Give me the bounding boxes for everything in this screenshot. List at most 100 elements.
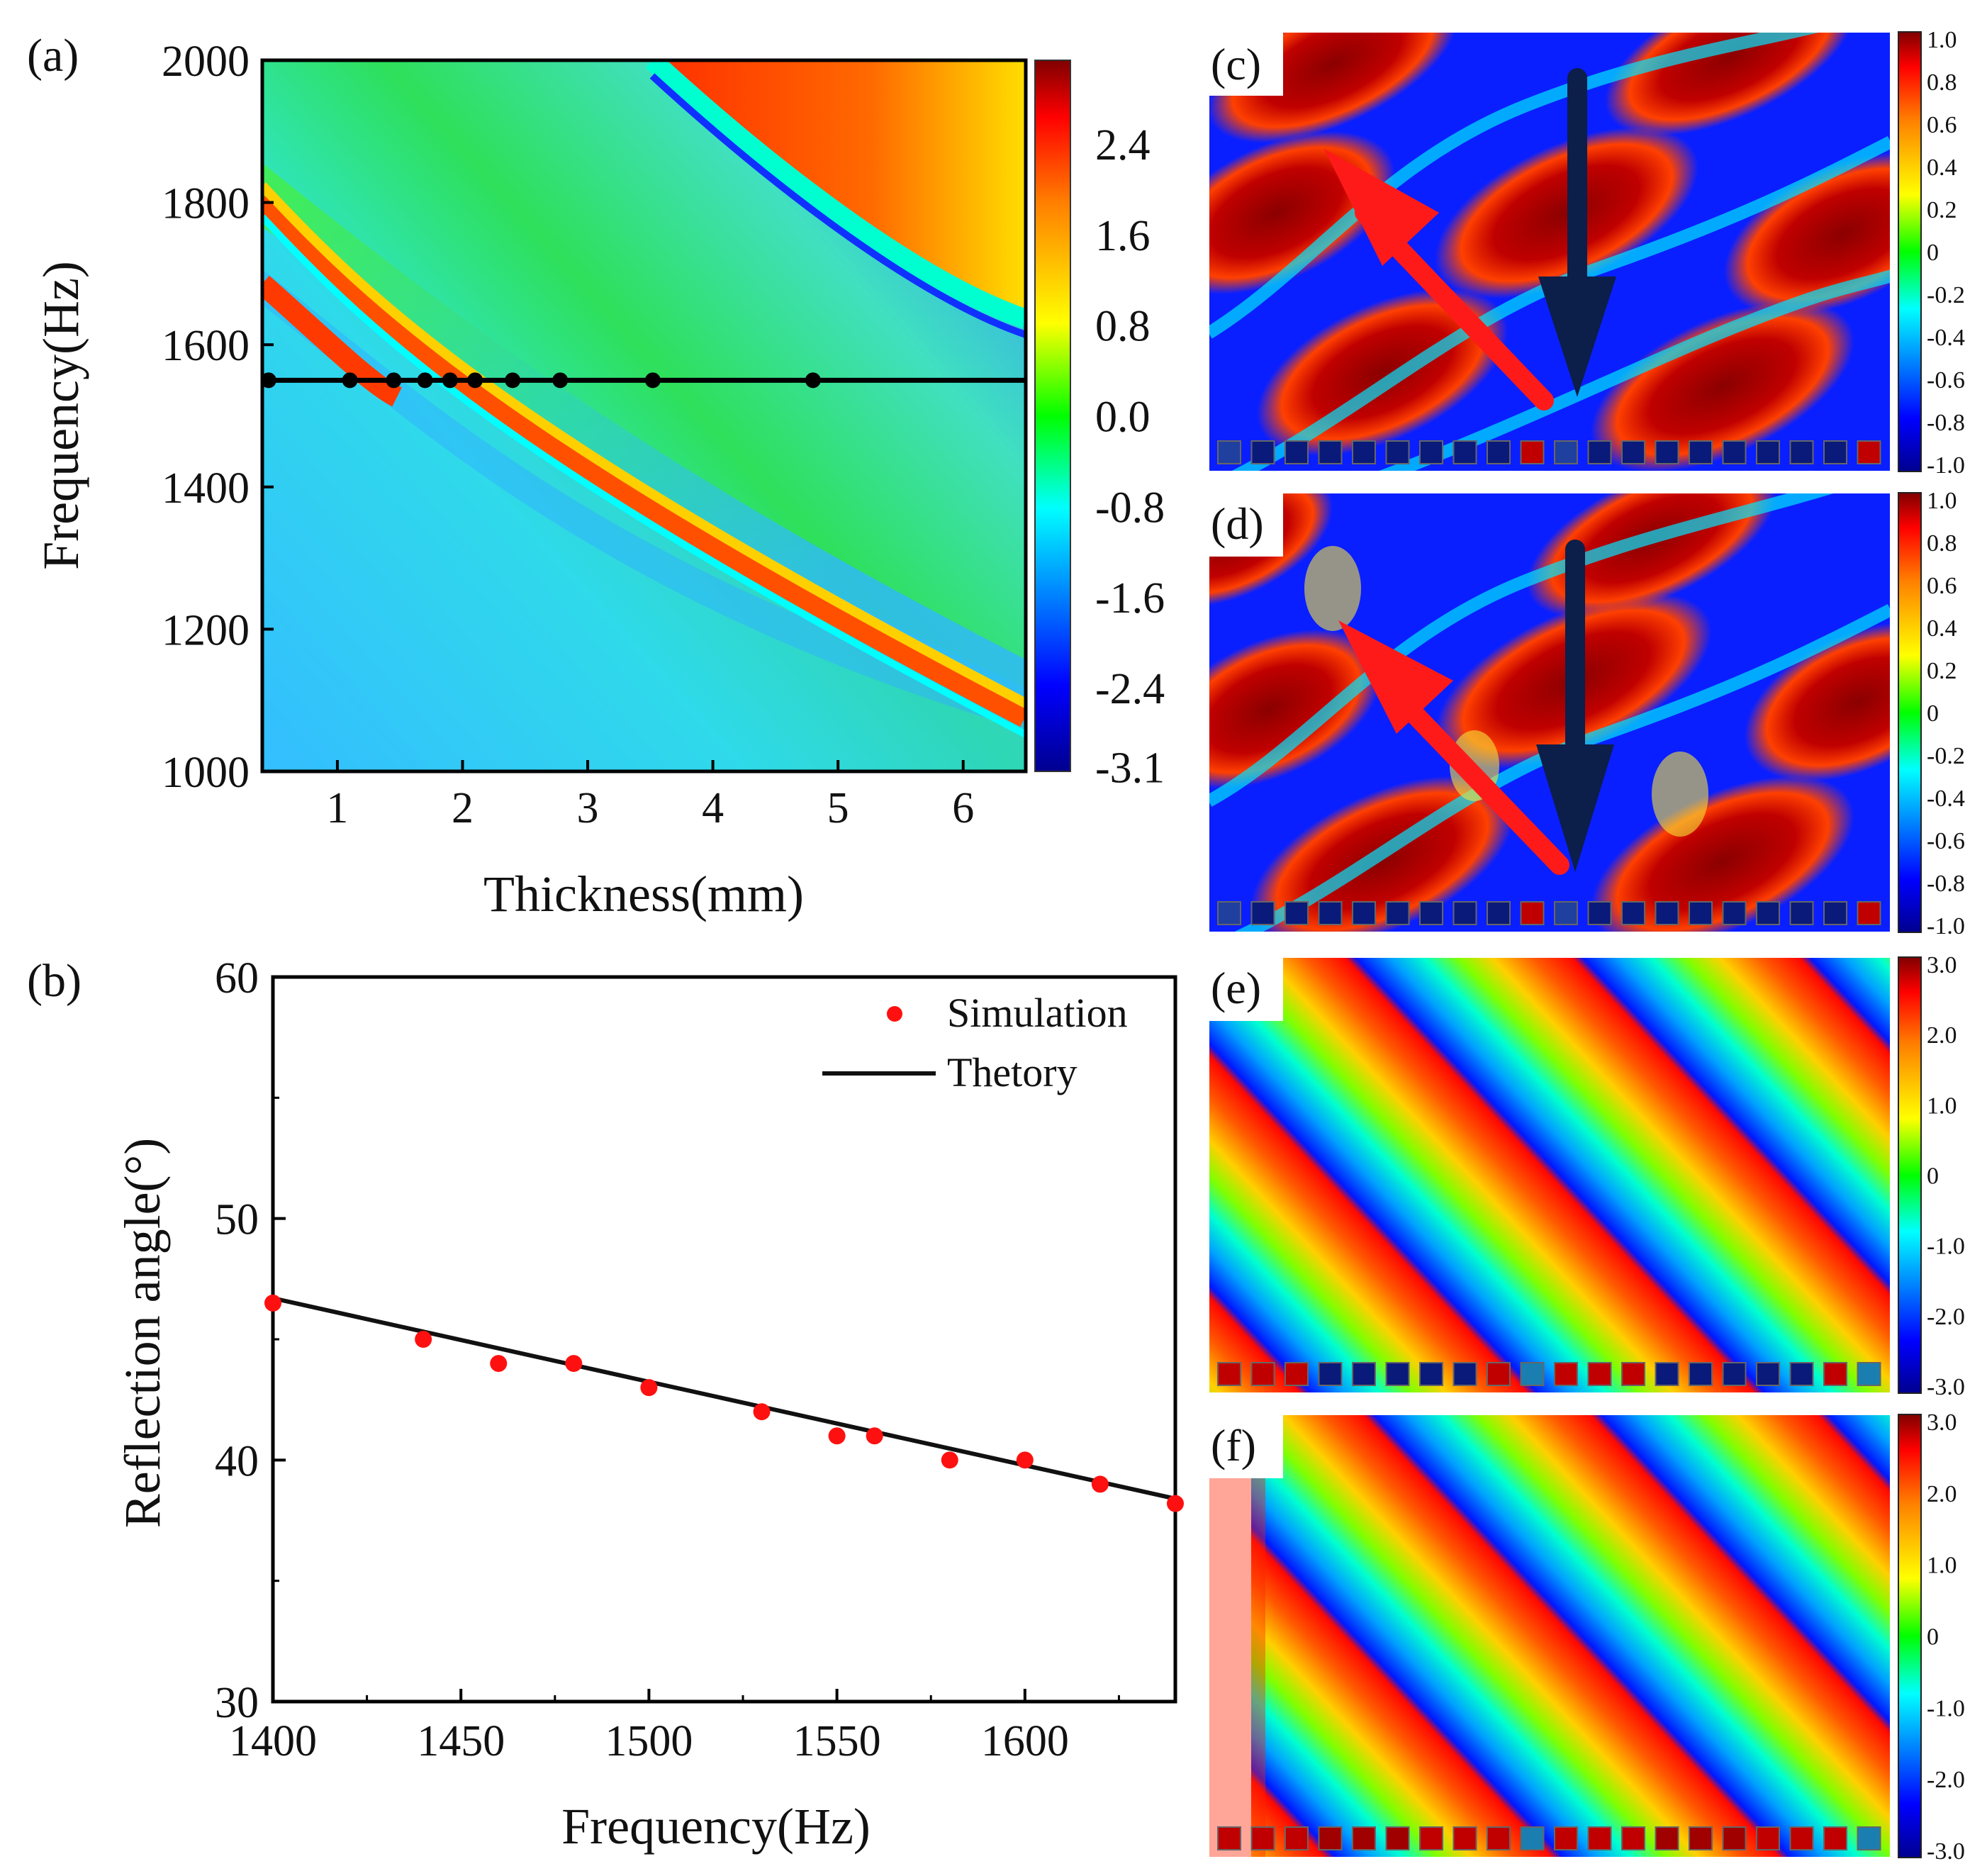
y-tick-label: 60	[215, 954, 259, 1003]
incident-wave-arrowhead	[1538, 277, 1616, 397]
colorbar-tick-label: -0.8	[1095, 484, 1165, 532]
unit-cell	[1453, 440, 1477, 464]
panel-f-colorbar-ticks: 3.0 2.0 1.0 0 -1.0 -2.0 -3.0	[1927, 1409, 1965, 1865]
unit-cell	[1823, 440, 1847, 464]
unit-cell	[1789, 1362, 1814, 1386]
colorbar-tick-label: -0.4	[1927, 325, 1965, 351]
x-tick-label: 1550	[793, 1717, 881, 1765]
panel-d-unit-cells	[1217, 901, 1881, 925]
x-tick-label: 3	[577, 784, 599, 832]
unit-cell	[1554, 901, 1578, 925]
unit-cell	[1453, 1826, 1477, 1850]
panel-d-colorbar-ticks: 1.0 0.8 0.6 0.4 0.2 0 -0.2 -0.4 -0.6 -0.8 -1.0	[1927, 488, 1965, 939]
simulation-point	[1167, 1495, 1184, 1512]
unit-cell	[1385, 1826, 1410, 1850]
design-point	[417, 372, 433, 389]
unit-cell	[1587, 901, 1612, 925]
unit-cell	[1385, 440, 1410, 464]
colorbar-tick-label: 0	[1927, 240, 1939, 266]
unit-cell	[1587, 1826, 1612, 1850]
unit-cell	[1756, 901, 1780, 925]
colorbar-tick-label: 0.4	[1927, 155, 1957, 181]
panel-d-arrows	[1338, 540, 1614, 875]
colorbar-tick-label: -3.0	[1927, 1838, 1965, 1865]
simulation-point	[264, 1294, 281, 1312]
panel-b-marks	[264, 1294, 1184, 1512]
colorbar-tick-label: -1.0	[1927, 913, 1965, 939]
design-point	[467, 372, 483, 389]
panel-a-heatmap	[262, 60, 1026, 771]
unit-cell	[1487, 1826, 1511, 1850]
unit-cell	[1419, 901, 1443, 925]
design-point	[386, 372, 402, 389]
unit-cell	[1621, 1826, 1645, 1850]
panel-d-label: (d)	[1211, 498, 1264, 549]
colorbar-tick-label: -2.4	[1095, 665, 1165, 713]
colorbar-tick-label: 0.0	[1095, 393, 1151, 442]
unit-cell	[1318, 1362, 1343, 1386]
simulation-point	[565, 1355, 583, 1373]
unit-cell	[1689, 440, 1713, 464]
simulation-point	[1016, 1451, 1034, 1469]
panel-e-colorbar-ticks: 3.0 2.0 1.0 0 -1.0 -2.0 -3.0	[1927, 952, 1965, 1400]
panel-d-colorbar	[1898, 492, 1922, 933]
x-tick-label: 6	[952, 784, 974, 832]
unit-cell	[1655, 1826, 1679, 1850]
colorbar-tick-label: -0.2	[1927, 282, 1965, 308]
unit-cell	[1520, 440, 1545, 464]
colorbar-tick-label: 0.8	[1095, 303, 1151, 351]
unit-cell	[1520, 1362, 1545, 1386]
colorbar-tick-label: 3.0	[1927, 952, 1957, 978]
legend-marker-simulation	[887, 1006, 902, 1022]
colorbar-tick-label: 0.6	[1927, 112, 1957, 138]
design-point	[552, 372, 569, 389]
colorbar-tick-label: 2.4	[1095, 121, 1151, 169]
unit-cell	[1453, 1362, 1477, 1386]
panel-c-field	[1209, 32, 1891, 471]
legend-label-theory: Thetory	[947, 1049, 1078, 1095]
panel-b-xlabel: Frequency(Hz)	[561, 1798, 871, 1855]
unit-cell	[1554, 1826, 1578, 1850]
colorbar-tick-label: 1.0	[1927, 1553, 1957, 1579]
unit-cell	[1722, 440, 1747, 464]
panel-a: (a) 2.41.60.80.0-0.8-1.6-2.4-3.1 1 2 3 4 5 61…	[27, 30, 1165, 922]
unit-cell	[1250, 1362, 1275, 1386]
y-tick-label: 40	[215, 1437, 259, 1485]
unit-cell	[1857, 1362, 1881, 1386]
x-tick-label: 1	[326, 784, 348, 832]
unit-cell	[1655, 440, 1679, 464]
unit-cell	[1318, 440, 1343, 464]
colorbar-tick-label: 0	[1927, 700, 1939, 727]
panel-a-frame	[260, 58, 1028, 774]
unit-cell	[1284, 440, 1309, 464]
unit-cell	[1689, 1362, 1713, 1386]
y-tick-label: 1200	[162, 606, 250, 654]
unit-cell	[1857, 440, 1881, 464]
colorbar-tick-label: 0.2	[1927, 197, 1957, 223]
unit-cell	[1284, 901, 1309, 925]
panel-c-arrows	[1324, 68, 1616, 411]
y-tick-label: 30	[215, 1679, 259, 1727]
unit-cell	[1318, 1826, 1343, 1850]
panel-b-label: (b)	[27, 955, 82, 1007]
unit-cell	[1655, 901, 1679, 925]
reflected-wave-arrowhead	[1338, 620, 1453, 734]
panel-c-colorbar	[1898, 31, 1922, 472]
x-tick-label: 1500	[605, 1717, 693, 1765]
colorbar-tick-label: -0.8	[1927, 410, 1965, 436]
simulation-point	[1091, 1475, 1109, 1493]
design-point	[442, 372, 458, 389]
simulation-point	[490, 1355, 508, 1373]
unit-cell	[1756, 1826, 1780, 1850]
panel-b-ylabel: Reflection angle(°)	[114, 1138, 171, 1529]
colorbar-tick-label: -0.2	[1927, 743, 1965, 769]
panel-d: (d) 1.0 0.8 0.6 0.4 0.2 0 -0.2 -0.4 -0.6 -0.8 -1.0	[1208, 488, 1965, 939]
panel-e: (e) 3.0 2.0 1.0 0 -1.0 -2.0 -3.0	[1208, 952, 1965, 1400]
panel-a-axes: 1 2 3 4 5 6 1000 1200 1400 1600 1800 2000	[162, 38, 974, 832]
unit-cell	[1621, 1362, 1645, 1386]
colorbar-tick-label: 0.6	[1927, 573, 1957, 599]
unit-cell	[1857, 1826, 1881, 1850]
unit-cell	[1722, 901, 1747, 925]
unit-cell	[1857, 901, 1881, 925]
